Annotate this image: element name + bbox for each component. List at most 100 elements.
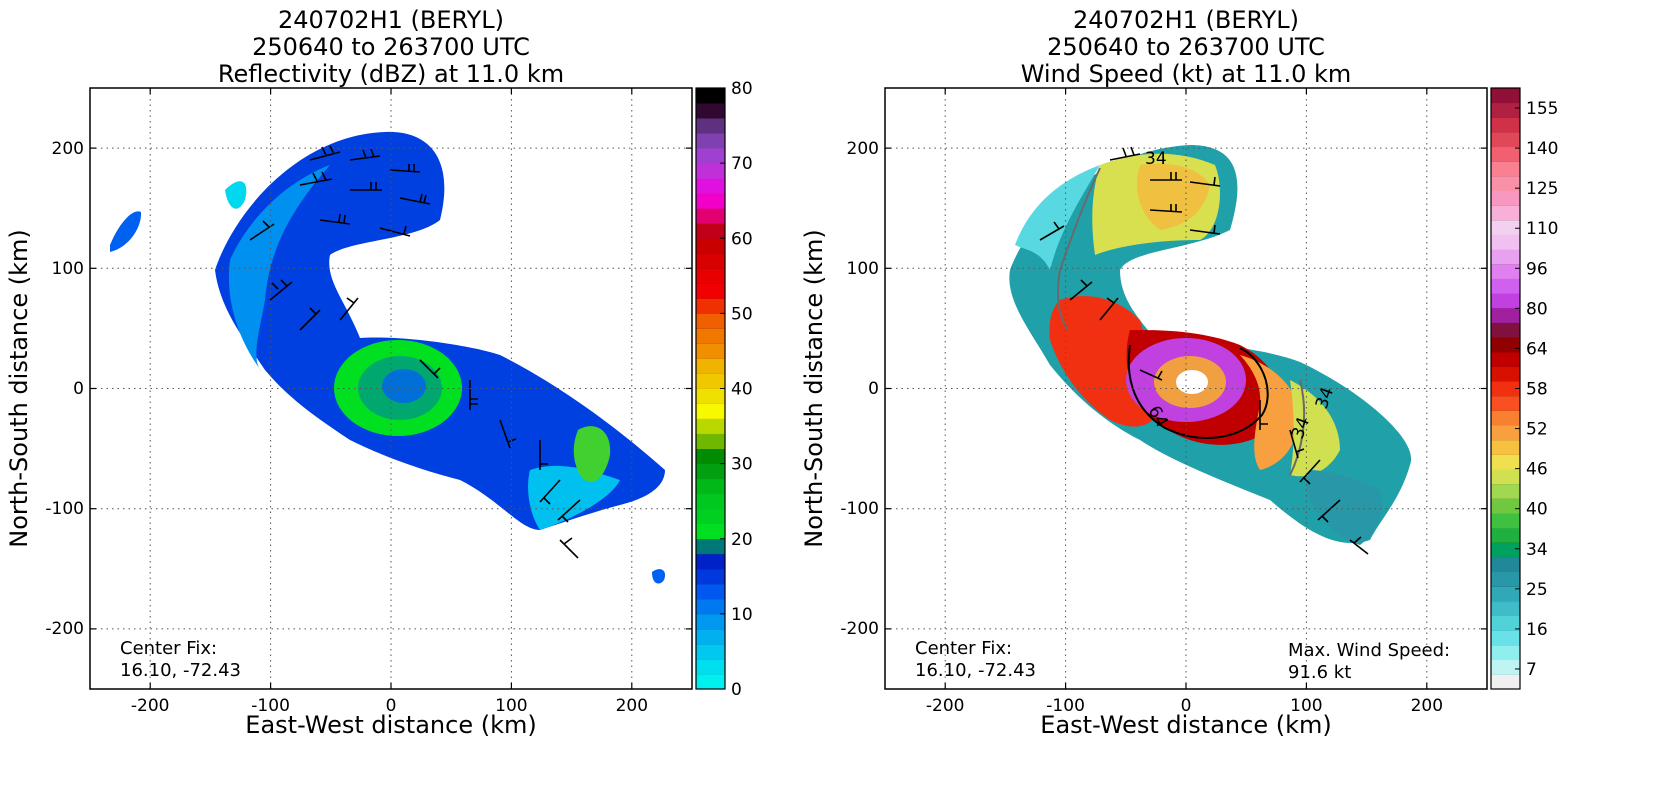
colorbar-cell bbox=[696, 253, 725, 269]
y-tick-label: 200 bbox=[52, 139, 84, 159]
colorbar-cell bbox=[1491, 278, 1520, 294]
colorbar-cell bbox=[1491, 498, 1520, 514]
panel1-center-fix-label: Center Fix: bbox=[120, 638, 217, 659]
reflectivity-field bbox=[110, 131, 666, 584]
colorbar-tick-label: 125 bbox=[1526, 179, 1558, 199]
colorbar-cell bbox=[696, 478, 725, 495]
colorbar-cell bbox=[696, 508, 725, 525]
colorbar-cell bbox=[696, 433, 725, 449]
colorbar-cell bbox=[1491, 175, 1520, 192]
wind-speed-contours bbox=[1057, 167, 1306, 476]
reflectivity-panel: 240702H1 (BERYL) 250640 to 263700 UTC Re… bbox=[5, 6, 753, 739]
colorbar-cell bbox=[1491, 571, 1520, 587]
panel2-title-line3: Wind Speed (kt) at 11.0 km bbox=[1021, 60, 1352, 88]
y-tick-label: 0 bbox=[868, 379, 879, 399]
panel2-max-wind-value: 91.6 kt bbox=[1288, 662, 1351, 683]
x-tick-label: 200 bbox=[1411, 696, 1443, 716]
x-tick-label: 100 bbox=[495, 696, 527, 716]
colorbar-tick-label: 70 bbox=[731, 154, 753, 174]
panel2-grid bbox=[885, 88, 1487, 689]
panel2-x-axis-label: East-West distance (km) bbox=[1040, 711, 1331, 739]
colorbar-tick-label: 80 bbox=[1526, 299, 1548, 319]
wind-speed-field bbox=[1009, 145, 1412, 545]
colorbar-cell bbox=[696, 403, 725, 419]
colorbar-tick-label: 46 bbox=[1526, 460, 1548, 480]
colorbar-cell bbox=[696, 583, 725, 600]
colorbar-cell bbox=[696, 658, 725, 675]
colorbar-cell bbox=[1491, 146, 1520, 162]
colorbar-cell bbox=[696, 388, 725, 404]
y-tick-label: -100 bbox=[45, 499, 84, 519]
colorbar-cell bbox=[696, 208, 725, 224]
colorbar-cell bbox=[696, 343, 725, 359]
colorbar-cell bbox=[696, 313, 725, 329]
y-tick-label: 100 bbox=[52, 259, 84, 279]
colorbar-tick-label: 52 bbox=[1526, 420, 1548, 440]
colorbar-tick-label: 34 bbox=[1526, 540, 1548, 560]
colorbar-cell bbox=[1491, 469, 1520, 485]
colorbar-cell bbox=[696, 358, 725, 374]
wind-speed-wind-barbs bbox=[1039, 146, 1369, 555]
colorbar-tick-label: 60 bbox=[731, 229, 753, 249]
colorbar-tick-label: 96 bbox=[1526, 259, 1548, 279]
colorbar-tick-label: 64 bbox=[1526, 339, 1548, 359]
panel1-y-axis-label: North-South distance (km) bbox=[5, 229, 33, 548]
colorbar-tick-label: 7 bbox=[1526, 660, 1537, 680]
colorbar-cell bbox=[696, 148, 725, 164]
colorbar-cell bbox=[696, 373, 725, 389]
panel2-plot-area: 34 34 34 64 bbox=[885, 88, 1487, 689]
y-tick-label: 200 bbox=[847, 139, 879, 159]
x-tick-label: -100 bbox=[251, 696, 290, 716]
colorbar-tick-label: 110 bbox=[1526, 219, 1558, 239]
colorbar-cell bbox=[1491, 351, 1520, 367]
colorbar-tick-label: 80 bbox=[731, 79, 753, 99]
colorbar-tick-label: 50 bbox=[731, 304, 753, 324]
panel1-title-line3: Reflectivity (dBZ) at 11.0 km bbox=[218, 60, 564, 88]
panel2-y-axis-label: North-South distance (km) bbox=[800, 229, 828, 548]
colorbar-cell bbox=[1491, 483, 1520, 499]
colorbar-tick-label: 155 bbox=[1526, 99, 1558, 119]
colorbar-tick-label: 16 bbox=[1526, 620, 1548, 640]
colorbar-cell bbox=[1491, 542, 1520, 558]
y-tick-label: -200 bbox=[45, 619, 84, 639]
colorbar-cell bbox=[696, 568, 725, 585]
colorbar-cell bbox=[696, 163, 725, 179]
reflectivity-wind-barbs bbox=[249, 145, 581, 559]
colorbar-cell bbox=[1491, 395, 1520, 411]
colorbar-cell bbox=[696, 118, 725, 134]
colorbar-cell bbox=[696, 88, 725, 104]
colorbar-cell bbox=[696, 598, 725, 615]
colorbar-cell bbox=[1491, 439, 1520, 455]
colorbar-cell bbox=[1491, 586, 1520, 602]
colorbar-cell bbox=[1491, 337, 1520, 353]
y-tick-label: -200 bbox=[840, 619, 879, 639]
colorbar-cell bbox=[1491, 527, 1520, 543]
panel1-plot-area bbox=[90, 88, 692, 689]
colorbar-cell bbox=[1491, 131, 1520, 148]
x-tick-label: -200 bbox=[926, 696, 965, 716]
colorbar-cell bbox=[1491, 234, 1520, 250]
panel1-title-line1: 240702H1 (BERYL) bbox=[278, 6, 504, 34]
colorbar-cell bbox=[1491, 557, 1520, 573]
colorbar-cell bbox=[696, 223, 725, 239]
colorbar-cell bbox=[696, 448, 725, 465]
x-tick-label: 0 bbox=[1181, 696, 1192, 716]
colorbar-cell bbox=[696, 328, 725, 344]
colorbar-cell bbox=[696, 523, 725, 540]
panel2-y-tick-labels: 200 100 0 -100 -200 bbox=[840, 139, 879, 639]
colorbar-tick-label: 40 bbox=[1526, 500, 1548, 520]
wind-speed-colorbar: 7 16 25 34 40 46 52 58 64 80 96 110 125 140 155 bbox=[1490, 87, 1558, 690]
panel1-center-fix-value: 16.10, -72.43 bbox=[120, 660, 241, 681]
panel2-max-wind-label: Max. Wind Speed: bbox=[1288, 640, 1450, 661]
colorbar-cell bbox=[1491, 307, 1520, 323]
panel2-title-line1: 240702H1 (BERYL) bbox=[1073, 6, 1299, 34]
colorbar-cell bbox=[696, 193, 725, 209]
colorbar-cell bbox=[1491, 513, 1520, 529]
x-tick-label: 0 bbox=[386, 696, 397, 716]
panel1-x-tick-labels: -200 -100 0 100 200 bbox=[131, 696, 648, 716]
panel1-grid bbox=[90, 88, 692, 689]
colorbar-cell bbox=[1491, 674, 1520, 690]
colorbar-tick-label: 140 bbox=[1526, 139, 1558, 159]
colorbar-tick-label: 25 bbox=[1526, 580, 1548, 600]
